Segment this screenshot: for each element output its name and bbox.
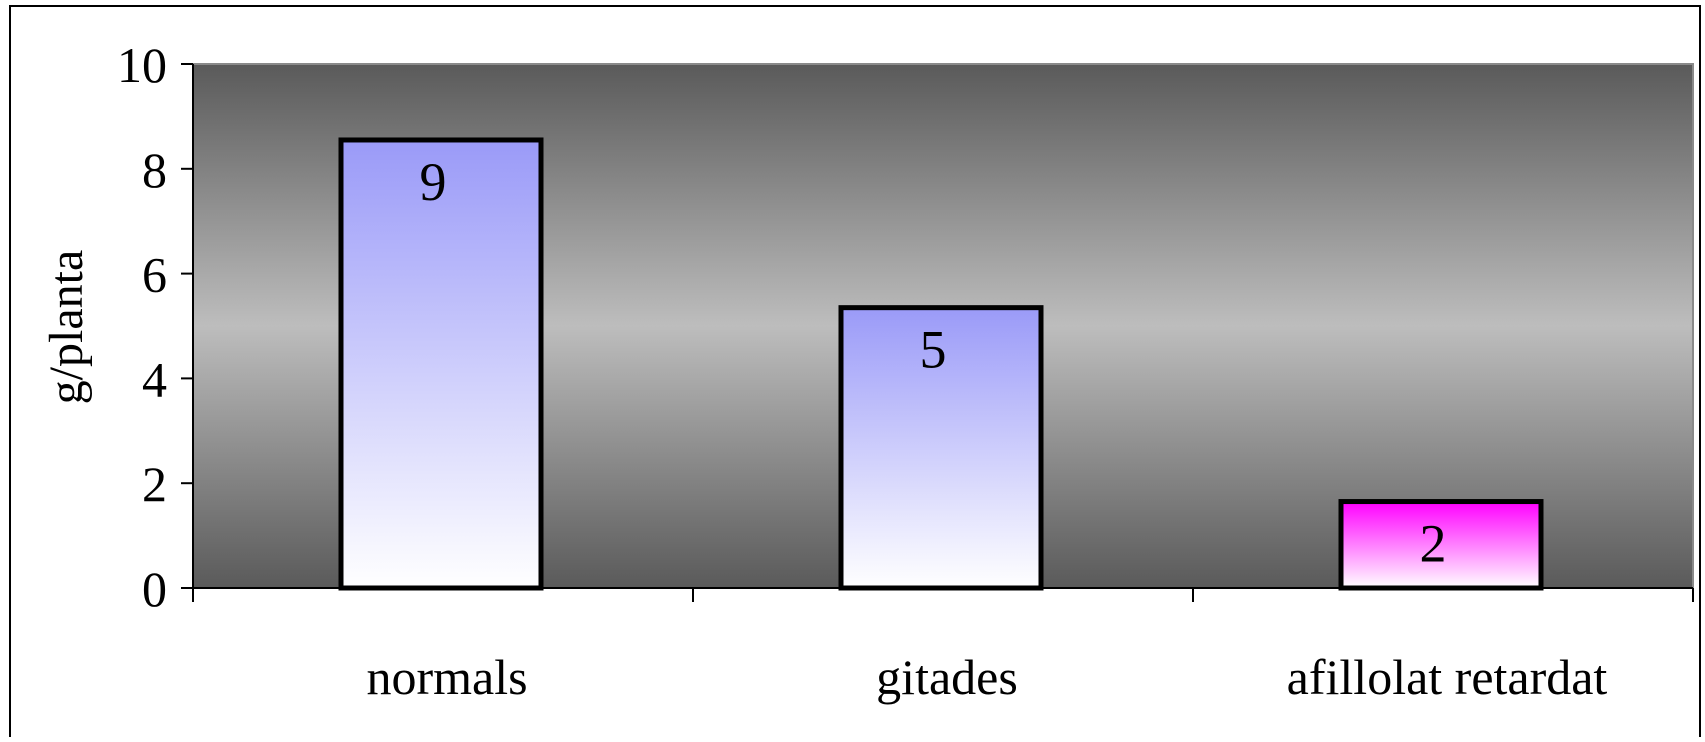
bar-afillolat-retardat — [1338, 499, 1544, 591]
y-tick-label: 6 — [142, 247, 167, 303]
bar-gitades — [838, 305, 1044, 591]
x-tick-label: afillolat retardat — [1287, 649, 1608, 705]
x-tick-label: gitades — [876, 649, 1018, 705]
axes-group: normals gitades afillolat retardat 0 2 4 6 8 10 — [117, 37, 1694, 705]
y-tick-label: 8 — [142, 142, 167, 198]
y-tick-label: 10 — [117, 37, 167, 93]
data-label: 9 — [420, 152, 447, 212]
data-label: 2 — [1420, 514, 1447, 574]
y-tick-label: 4 — [142, 351, 167, 407]
y-axis-label: g/planta — [40, 250, 93, 405]
y-tick-label: 0 — [142, 561, 167, 617]
x-tick-label: normals — [366, 649, 527, 705]
data-label: 5 — [920, 320, 947, 380]
y-tick-label: 2 — [142, 456, 167, 512]
